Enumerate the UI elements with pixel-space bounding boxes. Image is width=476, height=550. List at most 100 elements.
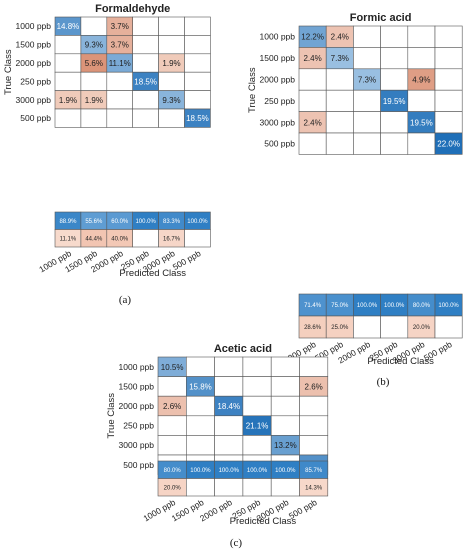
- y-axis-label: True Class: [247, 67, 258, 113]
- matrix-cell: [158, 16, 185, 36]
- y-tick-label: 250 ppb: [123, 421, 154, 431]
- matrix-cell: [298, 132, 327, 155]
- matrix-cell: [132, 108, 159, 128]
- matrix-cell: [242, 395, 272, 417]
- cell-value: 7.3%: [358, 76, 376, 85]
- matrix-cell: [54, 108, 82, 128]
- matrix-cell: [270, 415, 300, 436]
- y-tick-label: 3000 ppb: [119, 440, 155, 450]
- matrix-cell: [407, 89, 436, 112]
- summary-correct-value: 60.0%: [111, 219, 129, 225]
- matrix-cell: [299, 435, 329, 456]
- cell-value: 1.9%: [162, 59, 180, 68]
- matrix-cell: [158, 71, 185, 91]
- y-tick-label: 500 ppb: [123, 460, 154, 470]
- cell-value: 1.9%: [59, 96, 77, 105]
- summary-incorrect-value: 16.7%: [163, 236, 181, 242]
- cell-value: 2.4%: [303, 54, 321, 63]
- matrix-cell: [80, 71, 108, 91]
- matrix-cell: [270, 356, 300, 377]
- y-tick-label: 1500 ppb: [119, 381, 155, 391]
- matrix-cell: [54, 35, 82, 55]
- cell-value: 21.1%: [246, 422, 269, 431]
- summary-incorrect-cell: [434, 315, 463, 339]
- summary-correct-value: 83.3%: [163, 219, 181, 225]
- cell-value: 15.8%: [189, 382, 212, 391]
- summary-incorrect-value: 25.0%: [331, 325, 349, 331]
- cell-value: 3.7%: [111, 22, 129, 31]
- matrix-cell: [325, 132, 354, 155]
- y-tick-label: 250 ppb: [264, 96, 295, 106]
- cell-value: 18.5%: [186, 114, 209, 123]
- summary-incorrect-cell: [299, 478, 329, 497]
- matrix-cell: [353, 47, 381, 70]
- cell-value: 7.3%: [331, 54, 349, 63]
- matrix-cell: [325, 89, 354, 112]
- matrix-cell: [158, 35, 185, 55]
- summary-incorrect-value: 40.0%: [111, 236, 129, 242]
- chart-title: Acetic acid: [214, 343, 272, 355]
- summary-incorrect-cell: [132, 229, 159, 248]
- matrix-cell: [434, 47, 463, 70]
- summary-correct-value: 100.0%: [135, 219, 156, 225]
- panel-label: (b): [377, 376, 390, 388]
- summary-correct-value: 71.4%: [304, 303, 322, 309]
- matrix-cell: [214, 356, 244, 377]
- matrix-cell: [434, 132, 463, 155]
- summary-correct-value: 100.0%: [357, 303, 378, 309]
- x-axis-label: Predicted Class: [367, 356, 434, 367]
- cell-value: 4.9%: [412, 76, 430, 85]
- panel-label: (c): [230, 537, 243, 549]
- summary-incorrect-cell: [270, 478, 300, 497]
- x-axis-label: Predicted Class: [230, 516, 297, 527]
- chart-title: Formic acid: [350, 12, 412, 24]
- matrix-cell: [299, 395, 329, 417]
- summary-correct-value: 80.0%: [413, 303, 431, 309]
- matrix-cell: [242, 356, 272, 377]
- matrix-cell: [380, 111, 409, 134]
- matrix-cell: [325, 111, 354, 134]
- matrix-cell: [434, 68, 463, 91]
- y-tick-label: 500 ppb: [264, 139, 295, 149]
- matrix-cell: [242, 435, 272, 456]
- matrix-cell: [186, 415, 215, 436]
- cell-value: 14.8%: [57, 22, 80, 31]
- matrix-cell: [157, 415, 187, 436]
- matrix-cell: [299, 415, 329, 436]
- summary-correct-value: 75.0%: [331, 303, 349, 309]
- summary-correct-value: 100.0%: [384, 303, 405, 309]
- cell-value: 2.6%: [305, 382, 323, 391]
- summary-correct-value: 100.0%: [187, 219, 208, 225]
- matrix-cell: [184, 16, 211, 36]
- matrix-cell: [380, 47, 409, 70]
- summary-incorrect-cell: [184, 229, 211, 248]
- summary-incorrect-value: 20.0%: [164, 485, 182, 491]
- matrix-cell: [132, 35, 159, 55]
- matrix-cell: [132, 16, 159, 36]
- summary-incorrect-cell: [242, 478, 272, 497]
- cell-value: 11.1%: [109, 59, 131, 68]
- matrix-cell: [214, 415, 244, 436]
- matrix-cell: [157, 435, 187, 456]
- matrix-cell: [186, 395, 215, 417]
- matrix-cell: [54, 53, 82, 73]
- y-tick-label: 1000 ppb: [16, 21, 52, 31]
- summary-incorrect-cell: [353, 315, 381, 339]
- matrix-cell: [214, 435, 244, 456]
- summary-incorrect-cell: [214, 478, 244, 497]
- cell-value: 2.4%: [303, 118, 321, 127]
- y-tick-label: 3000 ppb: [16, 95, 52, 105]
- summary-correct-value: 100.0%: [275, 468, 296, 474]
- matrix-cell: [186, 435, 215, 456]
- cell-value: 19.5%: [410, 118, 433, 127]
- x-axis-label: Predicted Class: [119, 268, 186, 279]
- matrix-cell: [157, 376, 187, 397]
- matrix-cell: [299, 356, 329, 377]
- cell-value: 18.4%: [217, 402, 240, 411]
- matrix-cell: [242, 376, 272, 397]
- summary-incorrect-value: 11.1%: [60, 236, 77, 242]
- summary-incorrect-value: 20.0%: [413, 325, 431, 331]
- matrix-cell: [184, 108, 211, 128]
- matrix-cell: [132, 53, 159, 73]
